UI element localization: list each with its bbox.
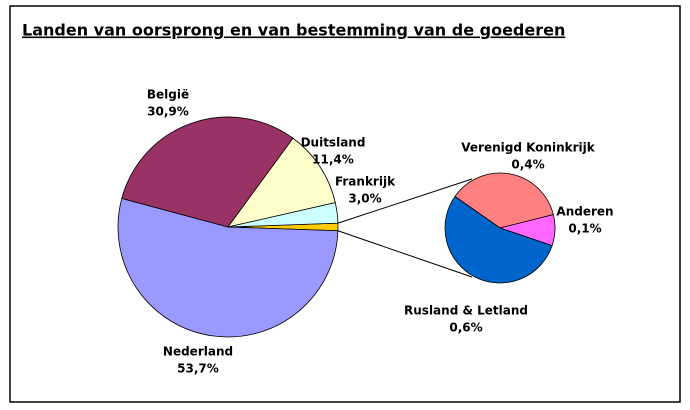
slice-label: Verenigd Koninkrijk <box>461 141 595 155</box>
slice-value: 0,6% <box>449 321 482 335</box>
pie-slice <box>454 172 554 229</box>
slice-value: 0,1% <box>568 222 601 236</box>
slice-label: Duitsland <box>301 136 366 150</box>
pie-slice <box>444 195 553 284</box>
pie-slice <box>117 197 339 338</box>
slice-label: België <box>147 88 189 102</box>
pie-slice <box>227 137 336 228</box>
slice-value: 30,9% <box>147 105 189 119</box>
slice-value: 3,0% <box>348 192 381 206</box>
slice-label: Nederland <box>163 345 233 359</box>
slice-value: 53,7% <box>177 362 219 376</box>
pie-slice <box>121 116 294 228</box>
connector <box>337 230 473 278</box>
chart-title: Landen van oorsprong en van bestemming v… <box>22 21 565 40</box>
slice-value: 0,4% <box>511 158 544 172</box>
slice-label: Frankrijk <box>335 175 396 189</box>
slice-label: Rusland & Letland <box>404 304 528 318</box>
connector <box>337 178 473 224</box>
slice-value: 11,4% <box>312 153 354 167</box>
slice-label: Anderen <box>556 205 613 219</box>
